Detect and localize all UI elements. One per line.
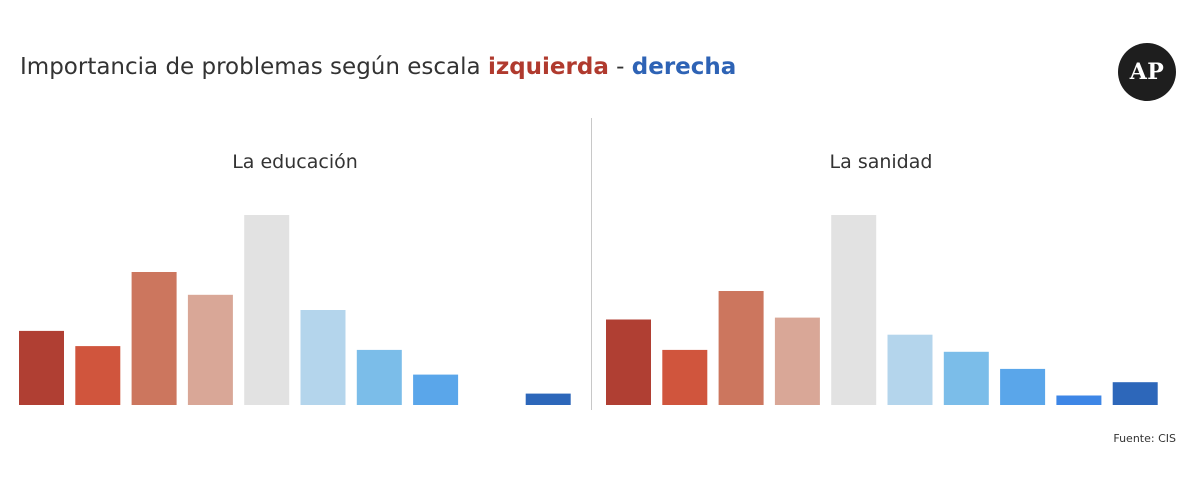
bar-4 bbox=[187, 294, 233, 405]
chart-title: Importancia de problemas según escala iz… bbox=[20, 54, 736, 80]
panel-title: La educación bbox=[232, 151, 358, 173]
bar-8 bbox=[413, 374, 459, 405]
bar-7 bbox=[356, 349, 402, 405]
bar-6 bbox=[887, 334, 933, 405]
bar-3 bbox=[131, 272, 177, 405]
bar-3 bbox=[718, 291, 764, 405]
ap-logo: AP bbox=[1118, 43, 1176, 101]
title-right-word: derecha bbox=[631, 54, 737, 80]
bar-5 bbox=[244, 215, 290, 405]
bar-10 bbox=[1112, 382, 1158, 405]
logo-text: AP bbox=[1129, 59, 1165, 85]
bar-7 bbox=[943, 351, 989, 405]
bar-2 bbox=[75, 346, 121, 405]
bar-1 bbox=[19, 330, 64, 405]
bar-1 bbox=[606, 319, 651, 405]
bar-4 bbox=[774, 317, 820, 405]
title-left-word: izquierda bbox=[487, 54, 609, 80]
chart-panel-2: La sanidad bbox=[606, 151, 1158, 405]
source-note: Fuente: CIS bbox=[1113, 432, 1176, 445]
chart-panel-1: La educación bbox=[19, 151, 571, 405]
bar-10 bbox=[525, 393, 571, 405]
title-prefix: Importancia de problemas según escala bbox=[20, 54, 488, 80]
bar-2 bbox=[662, 349, 708, 405]
panel-divider bbox=[591, 118, 592, 410]
bar-9 bbox=[1056, 395, 1102, 405]
panel-title: La sanidad bbox=[830, 151, 933, 173]
bar-5 bbox=[831, 215, 877, 405]
title-separator: - bbox=[608, 54, 632, 80]
bar-6 bbox=[300, 310, 346, 405]
bar-8 bbox=[1000, 368, 1046, 405]
